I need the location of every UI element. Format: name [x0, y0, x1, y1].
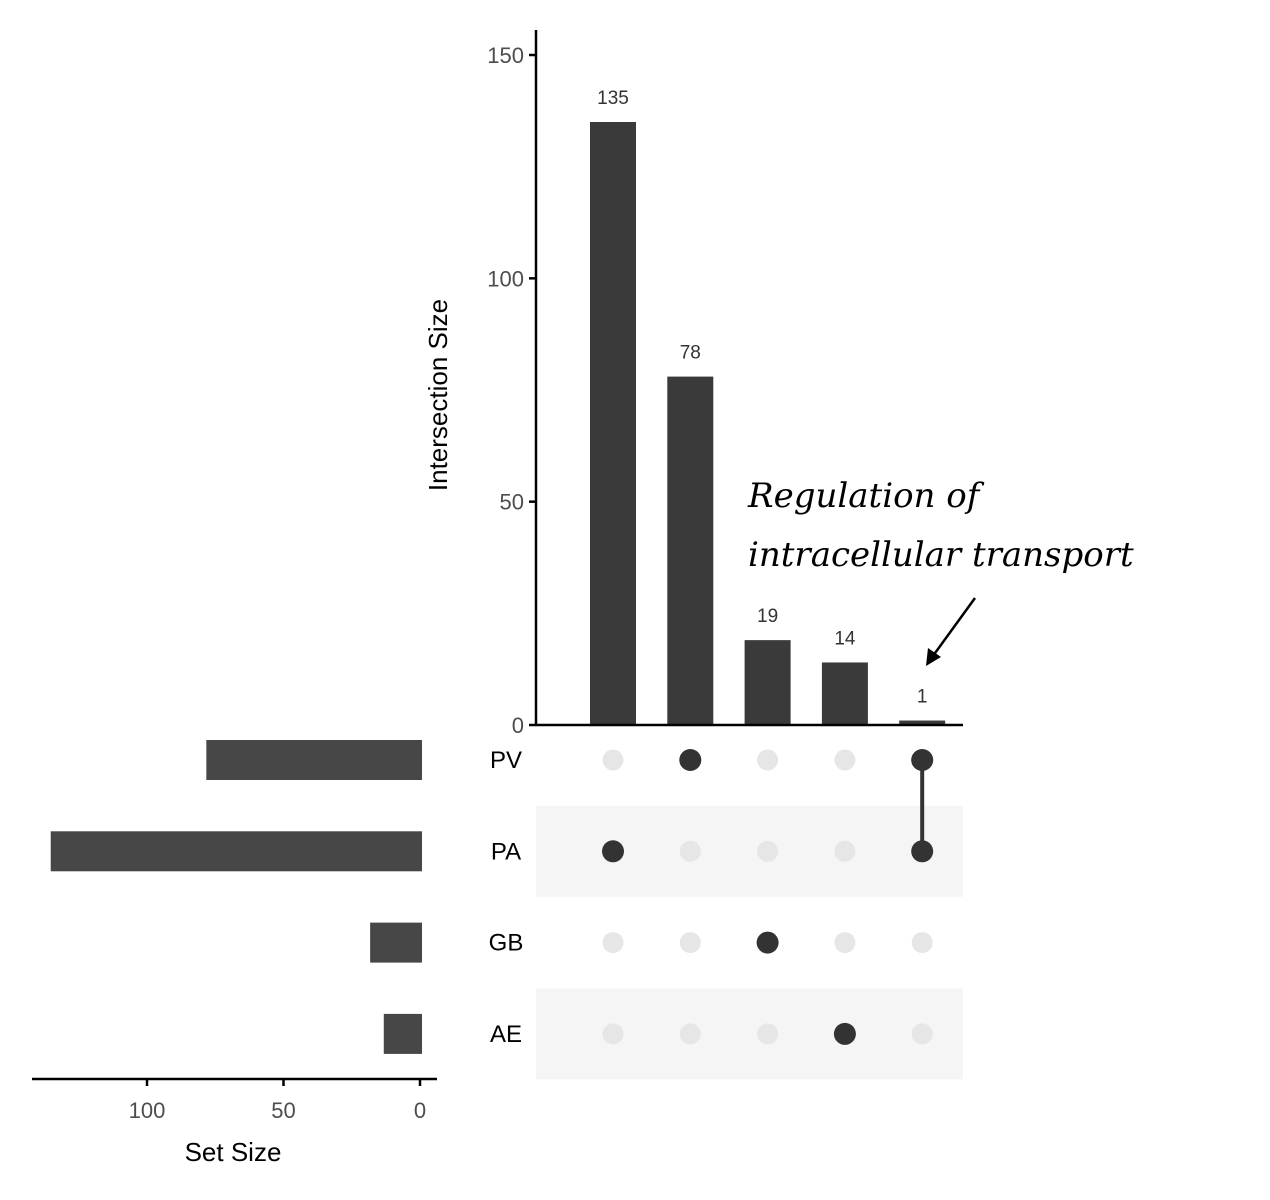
intersection-bar [744, 640, 791, 725]
annotation-line-2: intracellular transport [748, 535, 1134, 575]
matrix-dot-empty [679, 1023, 701, 1045]
set-size-tick-label: 50 [271, 1098, 295, 1123]
intersection-axis-label: Intersection Size [423, 299, 453, 491]
matrix-dot-empty [834, 749, 856, 771]
matrix-dot-filled [911, 840, 934, 863]
annotation-arrow [926, 597, 977, 666]
matrix-row-band [536, 805, 963, 897]
set-size-bar [50, 831, 422, 872]
matrix-dot-filled [756, 931, 779, 954]
matrix-dot-empty [834, 932, 856, 954]
set-label: PV [490, 747, 522, 774]
intersection-bar [667, 376, 714, 725]
set-label: GB [489, 930, 524, 957]
matrix-dot-empty [757, 749, 779, 771]
y-tick-label: 150 [487, 43, 524, 68]
set-label: PA [491, 838, 521, 865]
intersection-bar [899, 720, 946, 725]
matrix-dot-empty [911, 1023, 933, 1045]
y-tick-label: 50 [500, 490, 524, 515]
matrix-dot-filled [911, 749, 934, 771]
set-size-bar [370, 922, 422, 963]
intersection-bar [821, 662, 868, 725]
y-tick-label: 0 [512, 713, 524, 738]
intersection-bar [590, 122, 636, 725]
y-tick-label: 100 [487, 266, 524, 291]
intersection-bar-label: 78 [680, 343, 701, 364]
set-size-tick-label: 100 [129, 1098, 166, 1123]
matrix-dot-filled [602, 840, 624, 863]
matrix-dot-empty [602, 932, 624, 954]
intersection-bar-label: 135 [597, 88, 629, 109]
matrix-dot-empty [602, 749, 624, 771]
annotation-line-1: Regulation of [747, 476, 985, 516]
set-size-axis-label: Set Size [185, 1137, 282, 1167]
intersection-bar-label: 19 [757, 606, 778, 627]
matrix-row-band [536, 988, 963, 1080]
matrix-dot-empty [834, 840, 856, 862]
matrix-dot-empty [757, 840, 779, 862]
set-size-tick-label: 0 [414, 1098, 426, 1123]
matrix-dot-filled [833, 1022, 856, 1045]
matrix-dot-empty [911, 932, 933, 954]
matrix-dot-filled [679, 749, 702, 771]
matrix-dot-empty [679, 840, 701, 862]
set-size-bar [206, 740, 422, 780]
intersection-bar-label: 14 [834, 628, 856, 649]
set-size-bar [383, 1013, 422, 1054]
set-label: AE [490, 1021, 522, 1048]
matrix-dot-empty [757, 1023, 779, 1045]
matrix-dot-empty [679, 932, 701, 954]
intersection-bar-label: 1 [917, 687, 928, 708]
matrix-dot-empty [602, 1023, 624, 1045]
